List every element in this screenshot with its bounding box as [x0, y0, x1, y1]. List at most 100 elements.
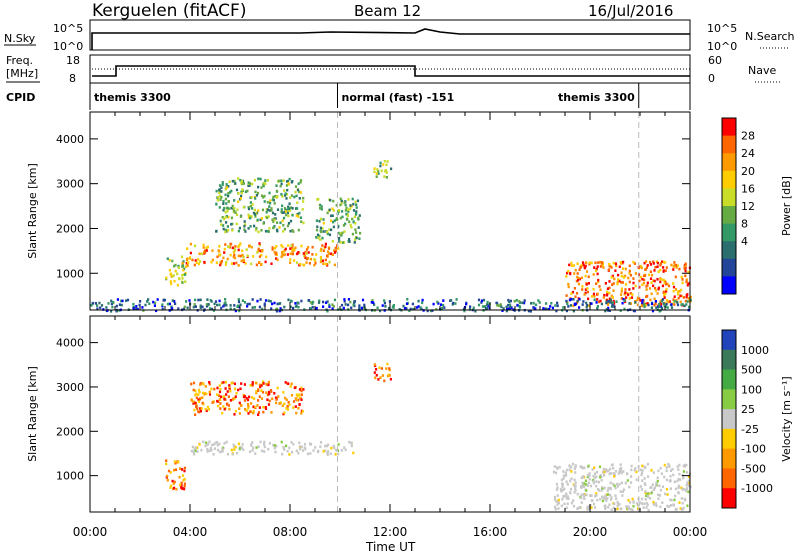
data-cell [370, 301, 373, 304]
data-cell [608, 264, 611, 268]
data-cell [232, 262, 235, 265]
data-cell [272, 226, 275, 230]
data-cell [501, 309, 504, 312]
data-cell [293, 195, 296, 199]
data-cell [429, 309, 433, 313]
data-cell [646, 462, 650, 466]
data-cell [679, 478, 682, 481]
data-cell [239, 254, 242, 258]
data-cell [258, 242, 261, 245]
data-cell [256, 218, 259, 222]
data-cell [231, 229, 234, 232]
data-cell [222, 381, 225, 384]
data-cell [684, 299, 687, 303]
data-cell [320, 247, 323, 251]
data-cell [576, 275, 579, 279]
data-cell [291, 245, 294, 249]
data-cell [239, 303, 242, 307]
data-cell [298, 445, 301, 448]
data-cell [373, 170, 376, 174]
data-cell [544, 307, 547, 311]
data-cell [638, 279, 641, 283]
data-cell [432, 302, 435, 306]
data-cell [677, 477, 680, 481]
data-cell [174, 461, 177, 465]
data-cell [268, 442, 271, 445]
data-cell [595, 267, 598, 271]
data-cell [319, 256, 322, 259]
data-cell [614, 507, 617, 511]
data-cell [297, 215, 300, 218]
data-cell [589, 484, 593, 488]
data-cell [275, 245, 278, 248]
data-cell [594, 494, 597, 498]
data-cell [289, 196, 292, 199]
data-cell [270, 390, 273, 393]
colorbar-swatch [722, 241, 736, 260]
data-cell [608, 262, 611, 266]
data-cell [683, 465, 686, 468]
data-cell [317, 301, 321, 304]
data-cell [609, 493, 612, 497]
data-cell [239, 242, 242, 245]
data-cell [630, 468, 633, 472]
data-cell [299, 181, 302, 184]
data-cell [358, 304, 361, 307]
data-cell [264, 260, 267, 264]
data-cell [610, 266, 613, 269]
data-cell [195, 261, 198, 264]
data-cell [249, 215, 252, 218]
data-cell [610, 472, 613, 475]
data-cell [326, 232, 329, 236]
data-cell [165, 276, 168, 280]
data-cell [94, 302, 97, 305]
data-cell [572, 298, 575, 301]
data-cell [281, 251, 284, 254]
data-cell [253, 178, 256, 182]
colorbar-title: Power [dB] [780, 176, 793, 236]
data-cell [275, 444, 278, 448]
data-cell [344, 209, 347, 212]
data-cell [222, 202, 225, 205]
data-cell [237, 254, 240, 258]
data-cell [255, 391, 258, 395]
data-cell [660, 278, 663, 281]
colorbar-swatch [722, 135, 736, 154]
data-cell [224, 216, 227, 219]
data-cell [584, 288, 587, 291]
data-cell [289, 219, 293, 223]
data-cell [652, 262, 655, 265]
data-cell [225, 183, 228, 186]
data-cell [564, 494, 567, 498]
data-cell [230, 189, 233, 193]
data-cell [292, 306, 295, 310]
data-cell [542, 307, 545, 310]
data-cell [250, 262, 253, 266]
data-cell [322, 305, 325, 308]
data-cell [572, 504, 576, 508]
data-cell [688, 305, 691, 309]
data-cell [309, 442, 312, 445]
data-cell [571, 462, 575, 466]
data-cell [654, 302, 657, 305]
data-cell [251, 306, 254, 309]
data-cell [205, 303, 208, 306]
data-cell [307, 246, 310, 249]
data-cell [219, 184, 222, 187]
data-cell [294, 190, 297, 194]
data-cell [683, 304, 686, 308]
data-cell [507, 303, 510, 307]
data-cell [409, 307, 412, 311]
data-cell [185, 262, 188, 265]
data-cell [249, 410, 252, 413]
data-cell [223, 217, 226, 221]
data-cell [545, 307, 548, 311]
data-cell [330, 446, 333, 450]
data-cell [219, 198, 222, 201]
data-cell [682, 476, 685, 480]
data-cell [640, 304, 643, 307]
data-cell [668, 505, 671, 508]
colorbar-tick-label: -100 [741, 443, 766, 456]
data-cell [265, 382, 268, 386]
data-cell [552, 470, 556, 474]
